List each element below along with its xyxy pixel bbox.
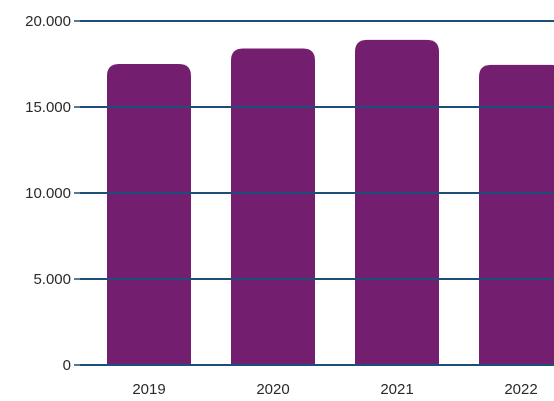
x-axis-ticks: 2019 2020 2021 2022 xyxy=(132,381,537,398)
x-tick-label: 2020 xyxy=(256,381,289,398)
bar-2022 xyxy=(479,64,554,365)
x-tick-label: 2019 xyxy=(132,381,165,398)
x-tick-label: 2021 xyxy=(380,381,413,398)
gridlines-group xyxy=(74,20,554,366)
y-axis-ticks: 0 5.000 10.000 15.000 20.000 xyxy=(25,13,71,374)
bars-group xyxy=(107,39,554,366)
y-tick-label: 20.000 xyxy=(25,13,71,30)
bar-2019 xyxy=(107,64,191,365)
y-tick-label: 10.000 xyxy=(25,185,71,202)
bar-2021 xyxy=(355,39,439,366)
y-tick-label: 0 xyxy=(63,357,71,374)
y-tick-label: 15.000 xyxy=(25,99,71,116)
y-tick-label: 5.000 xyxy=(33,271,71,288)
x-tick-label: 2022 xyxy=(504,381,537,398)
bar-2020 xyxy=(231,48,315,366)
